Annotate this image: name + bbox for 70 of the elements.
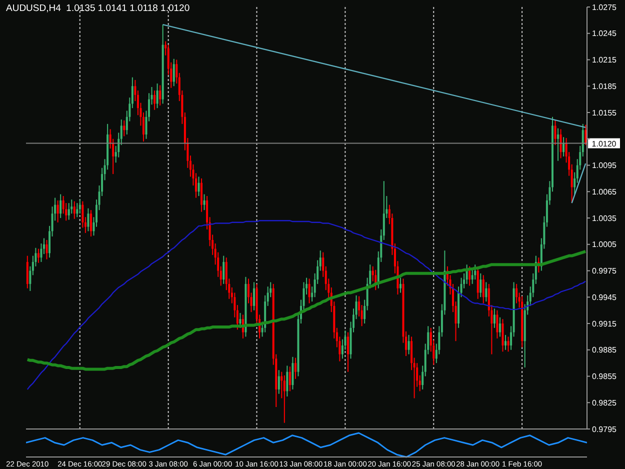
candlestick (502, 318, 504, 352)
candlestick (203, 194, 206, 211)
candlestick (278, 370, 280, 394)
y-tick-label: 1.0155 (592, 108, 618, 118)
y-tick-label: 1.0245 (592, 29, 618, 38)
y-tick-label: 1.0065 (592, 187, 618, 196)
y-tick-label: 0.9885 (592, 346, 618, 355)
candlestick (154, 90, 156, 110)
candlestick (253, 282, 256, 311)
candlestick (76, 202, 78, 218)
candlestick (493, 308, 496, 328)
candlestick (468, 266, 471, 286)
y-tick-label: 1.0215 (592, 56, 618, 65)
candlestick (346, 332, 349, 372)
candlestick (562, 136, 565, 157)
y-tick-label: 0.9915 (592, 319, 618, 328)
candlestick (286, 365, 288, 397)
candlestick (557, 128, 560, 162)
candlestick (554, 120, 556, 146)
candlestick (292, 356, 294, 390)
y-tick-label: 1.0005 (592, 240, 618, 250)
y-tick-label: 1.0275 (592, 2, 618, 12)
y-tick-label: 1.0095 (592, 161, 618, 170)
candlestick (239, 312, 242, 328)
candlestick (156, 82, 158, 109)
y-tick-label: 1.0035 (592, 214, 618, 223)
candlestick (283, 374, 286, 424)
candlestick (87, 208, 90, 232)
y-tick-label: 0.9945 (592, 292, 618, 302)
candlestick (68, 202, 70, 220)
candlestick (308, 278, 310, 304)
candlestick (46, 239, 48, 260)
y-tick-label: 0.9825 (592, 398, 618, 408)
candlestick (485, 282, 488, 302)
candlestick (516, 283, 518, 304)
candlestick (198, 176, 200, 197)
candlestick (73, 200, 76, 220)
candlestick (123, 120, 126, 137)
line-series (26, 220, 586, 390)
candlestick (504, 334, 507, 350)
candlestick (507, 336, 510, 352)
candlestick (56, 200, 59, 223)
candlestick (399, 277, 402, 294)
candlestick (294, 357, 296, 380)
candlestick (466, 264, 468, 284)
y-tick-label: 0.9795 (592, 424, 618, 434)
candlestick (159, 84, 162, 106)
candlestick (222, 255, 225, 284)
candlestick (37, 248, 40, 264)
candlestick (560, 128, 562, 159)
candlestick (26, 255, 28, 289)
chart-title: AUDUSD,H4 1.0135 1.0141 1.0118 1.0120 (6, 3, 190, 14)
candlestick (78, 199, 81, 214)
candlestick (496, 310, 498, 339)
candlestick (480, 272, 482, 298)
candlestick (172, 58, 175, 87)
candlestick (60, 194, 62, 218)
candlestick (584, 124, 587, 146)
candlestick (498, 316, 501, 338)
y-tick-label: 1.0185 (592, 82, 618, 91)
candlestick (200, 178, 203, 212)
candlestick (471, 268, 474, 284)
candlestick (288, 366, 291, 392)
candlestick (408, 334, 410, 355)
candlestick (474, 264, 476, 280)
ref-line-label: 1.0120 (592, 139, 617, 148)
candlestick (90, 210, 92, 237)
candlestick (482, 274, 484, 304)
y-tick-label: 0.9975 (592, 266, 618, 276)
y-tick-label: 0.9855 (592, 372, 618, 382)
